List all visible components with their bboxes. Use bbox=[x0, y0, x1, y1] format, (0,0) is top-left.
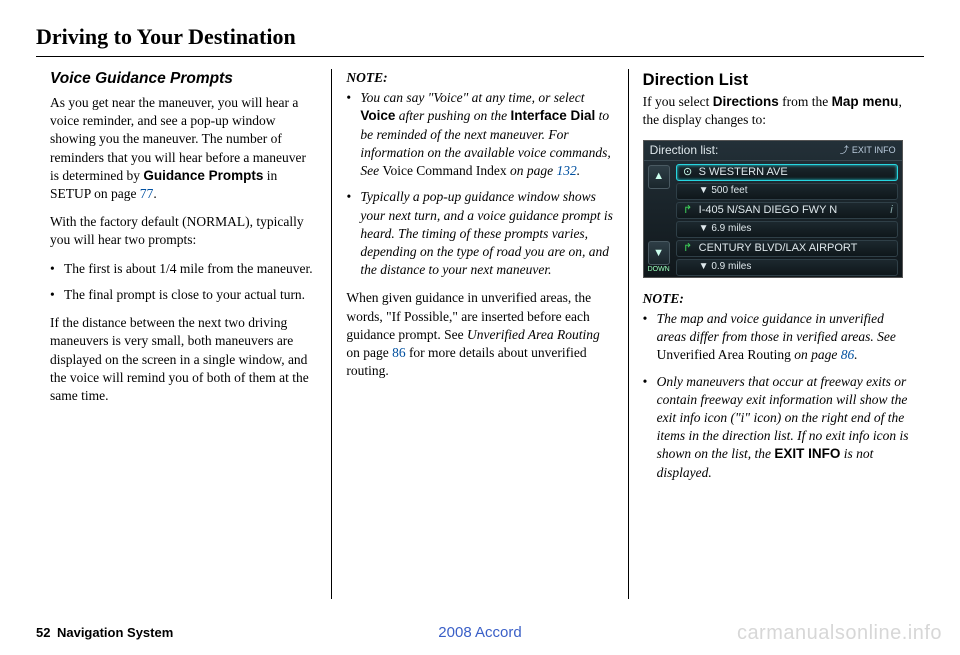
c3-n2: Only maneuvers that occur at freeway exi… bbox=[643, 373, 910, 482]
c2-n1: You can say "Voice" at any time, or sele… bbox=[346, 89, 613, 180]
direction-list-screen: Direction list: ⤴ EXIT INFO ▲ ▼ DOWN ⊙ bbox=[643, 140, 903, 278]
scroll-down-label: DOWN bbox=[648, 265, 670, 274]
dl-row-3-text: CENTURY BLVD/LAX AIRPORT bbox=[699, 241, 858, 256]
c3-n1c: on page bbox=[791, 347, 841, 362]
link-77[interactable]: 77 bbox=[140, 186, 154, 201]
c3-p1a: If you select bbox=[643, 94, 713, 109]
exit-info-icon: ⤴ bbox=[840, 144, 849, 156]
c3-n1b: Unverified Area Routing bbox=[657, 347, 791, 362]
c2-n1g: on page bbox=[507, 163, 557, 178]
dl-dist-3: ▼ 0.9 miles bbox=[676, 259, 898, 276]
dl-dist-1: ▼ 500 feet bbox=[676, 183, 898, 200]
c1-p1-bold: Guidance Prompts bbox=[143, 168, 263, 183]
turn-icon: ↱ bbox=[681, 203, 695, 218]
c1-p1d: . bbox=[153, 186, 156, 201]
watermark: carmanualsonline.info bbox=[737, 622, 942, 645]
content-columns: Voice Guidance Prompts As you get near t… bbox=[36, 69, 924, 599]
exit-info-label: EXIT INFO bbox=[852, 144, 896, 156]
info-i-icon: i bbox=[890, 203, 892, 218]
c2-n1a: You can say "Voice" at any time, or sele… bbox=[360, 90, 584, 105]
c3-p1d: Map menu bbox=[832, 94, 899, 109]
link-86a[interactable]: 86 bbox=[392, 345, 406, 360]
c3-p1b: Directions bbox=[713, 94, 779, 109]
c1-p1: As you get near the maneuver, you will h… bbox=[50, 94, 317, 203]
link-86b[interactable]: 86 bbox=[841, 347, 855, 362]
c2-note-bullets: You can say "Voice" at any time, or sele… bbox=[346, 89, 613, 279]
c2-p1: When given guidance in unverified areas,… bbox=[346, 289, 613, 380]
c1-p3: If the distance between the next two dri… bbox=[50, 314, 317, 405]
c1-p2: With the factory default (NORMAL), typic… bbox=[50, 213, 317, 249]
column-3: Direction List If you select Directions … bbox=[628, 69, 924, 599]
dl-scroll: ▲ ▼ DOWN bbox=[644, 161, 674, 279]
dl-row-2[interactable]: ↱ I-405 N/SAN DIEGO FWY N i bbox=[676, 202, 898, 219]
column-1: Voice Guidance Prompts As you get near t… bbox=[36, 69, 331, 599]
dl-row-2-text: I-405 N/SAN DIEGO FWY N bbox=[699, 203, 838, 218]
scroll-down-button[interactable]: ▼ bbox=[648, 241, 670, 265]
dl-header: Direction list: ⤴ EXIT INFO bbox=[644, 141, 902, 161]
page-title: Driving to Your Destination bbox=[36, 24, 924, 50]
c3-note-bullets: The map and voice guidance in unverified… bbox=[643, 310, 910, 482]
dl-row-1-text: S WESTERN AVE bbox=[699, 165, 788, 180]
c1-b2: The final prompt is close to your actual… bbox=[50, 286, 317, 304]
dl-body: ▲ ▼ DOWN ⊙ S WESTERN AVE ▼ 500 feet ↱ I-… bbox=[644, 161, 902, 279]
dl-rows: ⊙ S WESTERN AVE ▼ 500 feet ↱ I-405 N/SAN… bbox=[674, 161, 902, 279]
c2-note-label: NOTE: bbox=[346, 70, 387, 85]
c2-n2: Typically a pop-up guidance window shows… bbox=[346, 188, 613, 279]
c3-n1: The map and voice guidance in unverified… bbox=[643, 310, 910, 365]
dl-dist-2: ▼ 6.9 miles bbox=[676, 221, 898, 238]
c1-bullets: The first is about 1/4 mile from the man… bbox=[50, 260, 317, 304]
c2-n1f: Voice Command Index bbox=[382, 163, 506, 178]
c3-n1a: The map and voice guidance in unverified… bbox=[657, 311, 896, 344]
c2-n1h: . bbox=[577, 163, 580, 178]
target-icon: ⊙ bbox=[681, 165, 695, 180]
exit-info-button[interactable]: ⤴ EXIT INFO bbox=[840, 144, 896, 156]
c3-n1d: . bbox=[854, 347, 857, 362]
scroll-down-group[interactable]: ▼ DOWN bbox=[648, 241, 670, 274]
column-2: NOTE: You can say "Voice" at any time, o… bbox=[331, 69, 627, 599]
c3-p1: If you select Directions from the Map me… bbox=[643, 93, 910, 129]
dl-row-3[interactable]: ↱ CENTURY BLVD/LAX AIRPORT bbox=[676, 240, 898, 257]
voice-guidance-heading: Voice Guidance Prompts bbox=[50, 69, 317, 90]
dl-row-1[interactable]: ⊙ S WESTERN AVE bbox=[676, 164, 898, 181]
title-rule bbox=[36, 56, 924, 57]
c2-p1c: on page bbox=[346, 345, 392, 360]
link-132[interactable]: 132 bbox=[557, 163, 577, 178]
c2-n1c: after pushing on the bbox=[395, 108, 510, 123]
c2-p1b: Unverified Area Routing bbox=[467, 327, 600, 342]
c2-n1b: Voice bbox=[360, 108, 395, 123]
direction-list-heading: Direction List bbox=[643, 69, 910, 91]
c3-note-label: NOTE: bbox=[643, 291, 684, 306]
dl-title: Direction list: bbox=[650, 142, 719, 158]
scroll-up-button[interactable]: ▲ bbox=[648, 165, 670, 189]
c2-n1d: Interface Dial bbox=[510, 108, 595, 123]
turn-icon: ↱ bbox=[681, 241, 695, 256]
c1-b1: The first is about 1/4 mile from the man… bbox=[50, 260, 317, 278]
c3-p1c: from the bbox=[779, 94, 832, 109]
c3-n2b: EXIT INFO bbox=[774, 446, 840, 461]
